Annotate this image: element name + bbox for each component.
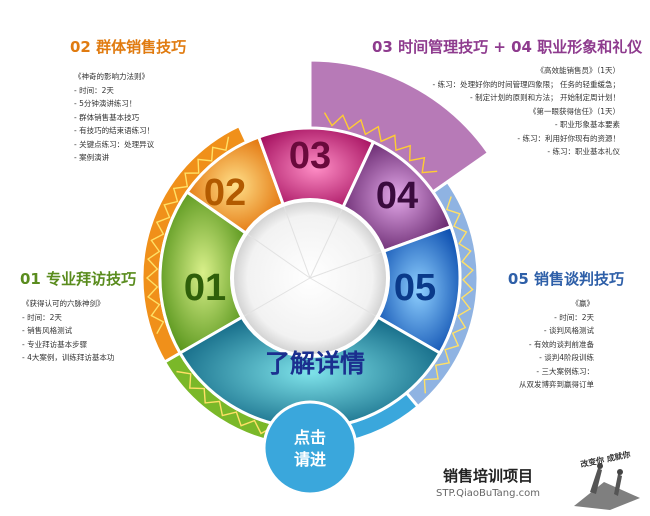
hub-spoke	[247, 233, 311, 279]
list-item: 《高效能销售员》（1天）	[536, 66, 620, 75]
list-item: 《获得认可的六脉神剑》	[22, 299, 105, 308]
zigzag-line	[323, 112, 438, 174]
list-item: 《第一眼获得信任》（1天）	[528, 106, 620, 116]
zigzag-line	[176, 370, 283, 439]
footer-url[interactable]: STP.QiaoBuTang.com	[436, 488, 541, 499]
list-item: - 谈判风格测试	[543, 326, 594, 335]
list-item: - 时间：2天	[554, 312, 594, 322]
wheel-number-02: 02	[204, 172, 246, 214]
section-title-02: 02 群体销售技巧	[70, 38, 187, 56]
list-item: 《神奇的影响力法则》	[74, 72, 149, 81]
section-title-01: 01 专业拜访技巧	[20, 270, 137, 288]
list-item: - 练习：利用好你现有的资源！	[517, 133, 620, 143]
center-hub-lines	[243, 206, 382, 317]
hub-spoke	[309, 208, 343, 279]
hub-spoke	[309, 277, 377, 317]
list-item: - 5分钟演讲练习！	[74, 99, 137, 108]
list-item: - 制定计划的原则和方法； 开始制定周计划！	[470, 93, 620, 102]
click-label-line1: 点击	[294, 428, 326, 447]
list-item: - 有效的谈判前准备	[528, 339, 594, 349]
click-label-line2: 请进	[294, 450, 326, 469]
section-list-05: 《赢》 - 时间：2天 - 谈判风格测试 - 有效的谈判前准备 - 谈判4阶段训练 - 三…	[519, 297, 594, 392]
list-item: - 销售风格测试	[22, 326, 73, 335]
list-item: - 关键点练习：处理异议	[74, 139, 155, 149]
list-item: - 职业形象基本要素	[554, 120, 620, 129]
click-enter-button[interactable]: 点击 请进	[262, 400, 358, 496]
section-list-01: 《获得认可的六脉神剑》 - 时间：2天 - 销售风格测试 - 专业拜访基本步骤 - 4大…	[22, 297, 114, 365]
company-logo-icon: 改变你 成就你	[574, 449, 640, 510]
learn-more-label[interactable]: 了解详情	[265, 349, 365, 378]
list-item: - 谈判4阶段训练	[539, 353, 594, 362]
list-item: - 4大案例，训练拜访基本功	[22, 353, 115, 362]
hub-spoke	[283, 206, 311, 279]
hub-spoke	[243, 277, 311, 317]
list-item: - 时间：2天	[74, 85, 114, 95]
list-item: - 有技巧的结束语练习！	[74, 126, 155, 135]
list-item: - 三大案例练习：	[536, 366, 594, 376]
list-item: - 练习：处理好你的时间管理四象限； 任务的轻重缓急；	[432, 79, 620, 89]
list-item: - 时间：2天	[22, 312, 62, 322]
zigzag-line	[423, 196, 474, 394]
zigzag-line	[145, 136, 230, 335]
footer-title: 销售培训项目	[443, 467, 534, 485]
list-item: 《赢》	[571, 299, 595, 308]
wheel-number-03: 03	[289, 135, 331, 177]
list-item: - 练习：职业基本礼仪	[547, 147, 620, 156]
section-list-02: 《神奇的影响力法则》 - 时间：2天 - 5分钟演讲练习！ - 群体销售基本技巧 - 有…	[74, 70, 154, 165]
wheel-number-01: 01	[184, 267, 226, 309]
list-item: - 群体销售基本技巧	[74, 112, 140, 122]
hub-spoke	[309, 251, 382, 279]
zigzag-decorations	[145, 112, 474, 439]
section-list-03-04: 《高效能销售员》（1天） - 练习：处理好你的时间管理四象限； 任务的轻重缓急； -…	[433, 64, 620, 159]
list-item: 从双发博弈到赢得订单	[519, 380, 594, 389]
wheel-number-04: 04	[376, 175, 418, 217]
wheel-number-05: 05	[394, 267, 436, 309]
section-title-05: 05 销售谈判技巧	[507, 270, 624, 288]
list-item: - 专业拜访基本步骤	[22, 339, 88, 349]
logo-text: 改变你 成就你	[579, 449, 631, 469]
section-title-03-04: 03 时间管理技巧 + 04 职业形象和礼仪	[372, 38, 643, 56]
list-item: - 案例演讲	[74, 153, 110, 162]
